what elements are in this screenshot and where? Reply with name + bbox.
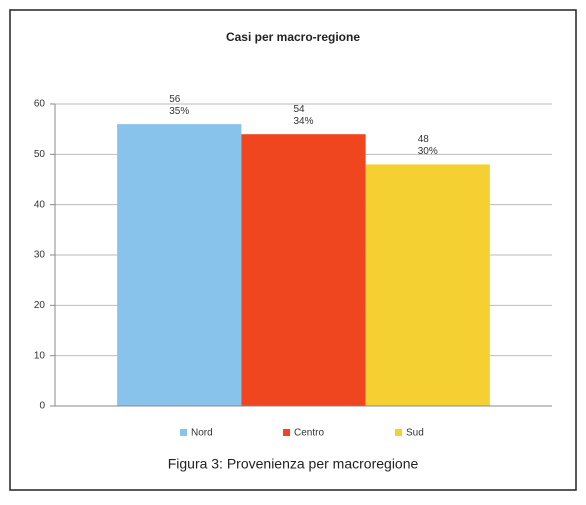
legend-label: Centro	[294, 428, 324, 439]
value-label: 56	[169, 94, 181, 105]
bar	[117, 124, 242, 406]
bar	[241, 134, 366, 406]
y-tick-label: 10	[34, 350, 46, 361]
y-tick-label: 30	[34, 250, 46, 261]
y-tick-label: 40	[34, 199, 46, 210]
caption: Figura 3: Provenienza per macroregione	[168, 456, 419, 472]
y-tick-label: 60	[34, 99, 46, 110]
percentage-label: 34%	[294, 116, 314, 127]
chart-title: Casi per macro-regione	[226, 30, 360, 44]
legend-label: Sud	[406, 428, 424, 439]
percentage-label: 35%	[169, 106, 189, 117]
legend-label: Nord	[191, 428, 213, 439]
y-tick-label: 0	[39, 401, 45, 412]
bar	[365, 164, 490, 406]
legend-swatch	[180, 429, 187, 436]
legend-swatch	[283, 429, 290, 436]
y-tick-label: 50	[34, 149, 46, 160]
y-tick-label: 20	[34, 300, 46, 311]
value-label: 48	[418, 134, 430, 145]
legend-swatch	[395, 429, 402, 436]
value-label: 54	[294, 104, 306, 115]
percentage-label: 30%	[418, 146, 438, 157]
